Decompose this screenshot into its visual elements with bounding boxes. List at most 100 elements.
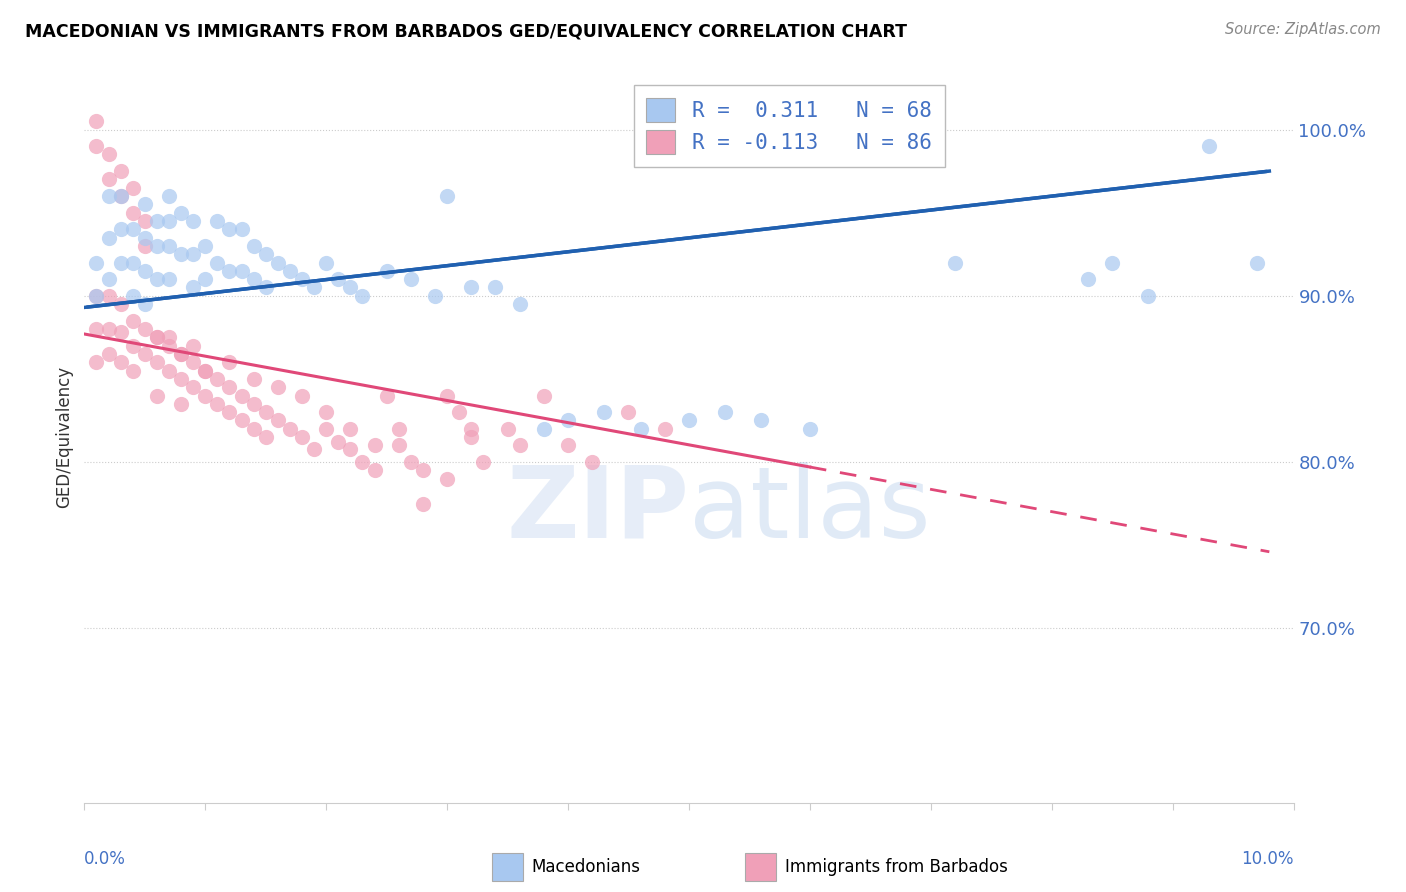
Point [157, 330, 180, 344]
Point [97, 189, 120, 203]
Point [943, 255, 966, 269]
Point [146, 272, 169, 286]
Point [146, 330, 169, 344]
Point [110, 189, 132, 203]
Point [134, 297, 156, 311]
Point [436, 472, 458, 486]
Point [460, 422, 482, 436]
Point [267, 255, 290, 269]
Point [267, 380, 290, 394]
Point [291, 430, 314, 444]
Point [157, 214, 180, 228]
Point [1246, 255, 1268, 269]
Point [291, 272, 314, 286]
Point [97, 272, 120, 286]
Point [97, 289, 120, 303]
Point [799, 422, 821, 436]
Point [218, 264, 240, 278]
Point [291, 388, 314, 402]
Point [121, 255, 143, 269]
Point [399, 455, 422, 469]
Point [593, 405, 616, 419]
Point [157, 363, 180, 377]
Point [218, 405, 240, 419]
Point [110, 355, 132, 369]
Point [714, 405, 737, 419]
Point [86, 139, 108, 153]
Point [97, 347, 120, 361]
Point [110, 164, 132, 178]
Point [86, 322, 108, 336]
Point [86, 355, 108, 369]
Point [315, 422, 337, 436]
Point [134, 264, 156, 278]
Point [181, 380, 204, 394]
Point [242, 422, 264, 436]
Point [352, 289, 374, 303]
Point [157, 272, 180, 286]
Point [472, 455, 495, 469]
Point [412, 497, 434, 511]
Point [207, 397, 229, 411]
Text: 0.0%: 0.0% [84, 850, 127, 868]
Point [460, 430, 482, 444]
Point [557, 438, 579, 452]
Point [1137, 289, 1160, 303]
Point [533, 422, 555, 436]
Point [110, 297, 132, 311]
Point [86, 114, 108, 128]
Point [460, 280, 482, 294]
Point [302, 280, 325, 294]
Point [134, 214, 156, 228]
Point [110, 189, 132, 203]
Point [231, 388, 253, 402]
Point [181, 338, 204, 352]
Point [134, 230, 156, 244]
Point [181, 355, 204, 369]
Point [254, 430, 277, 444]
Point [242, 272, 264, 286]
Point [678, 413, 700, 427]
Point [194, 239, 217, 253]
Point [363, 463, 385, 477]
Point [121, 338, 143, 352]
Point [654, 422, 676, 436]
Text: MACEDONIAN VS IMMIGRANTS FROM BARBADOS GED/EQUIVALENCY CORRELATION CHART: MACEDONIAN VS IMMIGRANTS FROM BARBADOS G… [25, 22, 907, 40]
Point [121, 314, 143, 328]
Y-axis label: GED/Equivalency: GED/Equivalency [55, 366, 73, 508]
Point [1077, 272, 1099, 286]
Point [170, 247, 193, 261]
Point [97, 230, 120, 244]
Point [254, 280, 277, 294]
Text: 10.0%: 10.0% [1241, 850, 1294, 868]
Point [157, 239, 180, 253]
Point [533, 388, 555, 402]
Text: Macedonians: Macedonians [531, 858, 641, 876]
Point [399, 272, 422, 286]
Point [121, 205, 143, 219]
Point [375, 264, 398, 278]
Point [218, 355, 240, 369]
Point [339, 442, 361, 456]
Point [146, 355, 169, 369]
Point [146, 388, 169, 402]
Point [412, 463, 434, 477]
Point [328, 272, 350, 286]
Point [121, 289, 143, 303]
Legend: R =  0.311   N = 68, R = -0.113   N = 86: R = 0.311 N = 68, R = -0.113 N = 86 [634, 86, 945, 167]
Point [267, 413, 290, 427]
Point [207, 255, 229, 269]
Point [194, 388, 217, 402]
Point [436, 189, 458, 203]
Point [134, 239, 156, 253]
Text: Immigrants from Barbados: Immigrants from Barbados [785, 858, 1008, 876]
Point [97, 322, 120, 336]
Point [352, 455, 374, 469]
Point [278, 422, 301, 436]
Point [242, 239, 264, 253]
Point [110, 326, 132, 340]
Point [375, 388, 398, 402]
Point [328, 435, 350, 450]
Point [509, 297, 531, 311]
Point [170, 397, 193, 411]
